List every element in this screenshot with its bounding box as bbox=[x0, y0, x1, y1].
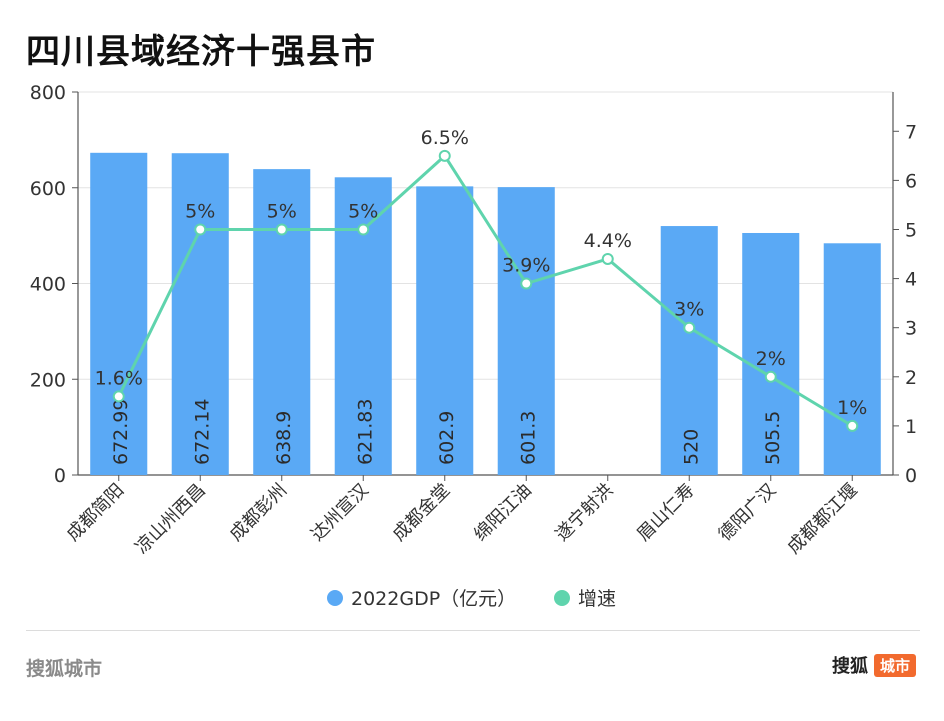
bar-data-label: 672.14 bbox=[191, 399, 213, 465]
growth-point bbox=[357, 223, 370, 236]
growth-data-label: 1% bbox=[837, 397, 867, 419]
growth-line bbox=[117, 153, 854, 428]
right-axis-tick-label: 5 bbox=[905, 219, 917, 241]
x-axis-tick-label: 遂宁射洪 bbox=[552, 480, 618, 546]
x-axis-tick-label: 绵阳江油 bbox=[470, 480, 536, 546]
left-axis-tick-label: 600 bbox=[30, 178, 66, 200]
footer-logo[interactable]: 搜狐 城市 bbox=[832, 652, 916, 678]
legend-label-gdp: 2022GDP（亿元） bbox=[351, 588, 516, 610]
right-axis-tick-label: 6 bbox=[905, 170, 917, 192]
bar-data-label: 602.9 bbox=[436, 411, 458, 465]
growth-point bbox=[846, 419, 859, 432]
growth-point bbox=[601, 252, 614, 265]
right-axis-tick-label: 4 bbox=[905, 269, 917, 291]
growth-point bbox=[112, 390, 125, 403]
right-axis-tick-label: 1 bbox=[905, 416, 917, 438]
city-badge: 城市 bbox=[873, 653, 916, 677]
footer-divider bbox=[26, 630, 920, 631]
legend-marker-gdp bbox=[327, 590, 343, 606]
growth-data-label: 5% bbox=[348, 200, 378, 222]
growth-data-label: 6.5% bbox=[421, 127, 469, 149]
growth-data-label: 3% bbox=[674, 299, 704, 321]
bar-data-label: 672.99 bbox=[110, 399, 132, 465]
bar bbox=[497, 187, 555, 475]
x-axis-tick-label: 德阳广汉 bbox=[715, 480, 781, 546]
footer-source: 搜狐城市 bbox=[26, 658, 103, 680]
left-axis-tick-label: 800 bbox=[30, 82, 66, 104]
x-axis-tick-label: 成都彭州 bbox=[226, 480, 292, 546]
x-axis-tick-label: 成都都江堰 bbox=[783, 480, 861, 558]
bar-data-label: 520 bbox=[680, 429, 702, 465]
growth-data-label: 3.9% bbox=[502, 255, 550, 277]
x-axis-tick-label: 眉山仁寿 bbox=[633, 480, 699, 546]
growth-data-label: 5% bbox=[267, 200, 297, 222]
bar-data-label: 601.3 bbox=[517, 411, 539, 465]
growth-point bbox=[764, 370, 777, 383]
bar bbox=[416, 186, 474, 475]
bar bbox=[660, 226, 718, 475]
growth-point bbox=[194, 223, 207, 236]
growth-point bbox=[275, 223, 288, 236]
bar bbox=[253, 169, 311, 475]
left-axis-tick-label: 0 bbox=[54, 465, 66, 487]
growth-data-label: 2% bbox=[756, 348, 786, 370]
bar-data-label: 638.9 bbox=[273, 411, 295, 465]
growth-data-label: 1.6% bbox=[95, 367, 143, 389]
x-axis-tick-label: 达州宣汉 bbox=[307, 480, 373, 546]
bar bbox=[90, 152, 148, 475]
x-axis-tick-label: 成都简阳 bbox=[63, 480, 129, 546]
left-axis-tick-label: 400 bbox=[30, 274, 66, 296]
legend-label-growth: 增速 bbox=[578, 588, 616, 610]
chart-title: 四川县域经济十强县市 bbox=[26, 32, 376, 72]
right-axis-tick-label: 3 bbox=[905, 318, 917, 340]
growth-point bbox=[520, 277, 533, 290]
growth-data-label: 5% bbox=[185, 200, 215, 222]
chart-svg: 0 200 400 600 800 0 1 2 3 4 5 6 7 672.99 672.14 638.9 62… bbox=[30, 82, 917, 610]
x-axis-tick-label: 成都金堂 bbox=[389, 480, 455, 546]
growth-point bbox=[683, 321, 696, 334]
bar bbox=[823, 243, 881, 475]
right-axis-tick-label: 0 bbox=[905, 465, 917, 487]
legend-marker-growth bbox=[554, 590, 570, 606]
right-axis-tick-label: 7 bbox=[905, 121, 917, 143]
x-axis-tick-label: 凉山州西昌 bbox=[131, 480, 209, 558]
growth-point bbox=[438, 149, 451, 162]
bar bbox=[171, 153, 229, 475]
growth-data-label: 4.4% bbox=[584, 230, 632, 252]
sohu-logo-text: 搜狐 bbox=[831, 656, 868, 677]
bar bbox=[742, 232, 800, 475]
left-axis-tick-label: 200 bbox=[30, 369, 66, 391]
bar-data-label: 621.83 bbox=[354, 399, 376, 465]
right-axis-tick-label: 2 bbox=[905, 367, 917, 389]
bar-data-label: 505.5 bbox=[762, 411, 784, 465]
